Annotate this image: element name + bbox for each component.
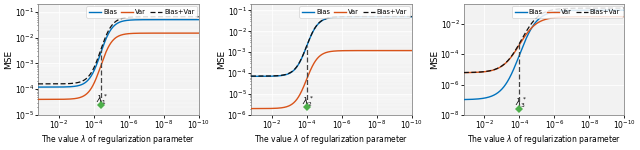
Var: [468, 72, 476, 73]
Bias: [325, 17, 333, 19]
Bias: [460, 99, 468, 100]
Bias: [195, 19, 202, 21]
Text: $\lambda_1^*$: $\lambda_1^*$: [96, 92, 108, 107]
Line: Var: Var: [38, 33, 198, 99]
Legend: Bias, Var, Bias+Var: Bias, Var, Bias+Var: [86, 6, 197, 18]
Var: [255, 108, 263, 109]
Var: [403, 50, 411, 51]
Var: [190, 32, 198, 34]
Legend: Bias, Var, Bias+Var: Bias, Var, Bias+Var: [512, 6, 623, 18]
Line: Var: Var: [464, 17, 625, 73]
Line: Bias+Var: Bias+Var: [38, 17, 198, 84]
Bias+Var: [538, 13, 546, 15]
Bias+Var: [42, 83, 50, 85]
Bias+Var: [621, 7, 628, 9]
Bias: [108, 27, 116, 29]
Bias: [616, 9, 623, 11]
Bias: [190, 19, 198, 21]
Bias+Var: [325, 17, 333, 19]
Bias+Var: [616, 7, 623, 9]
Bias+Var: [195, 16, 202, 18]
Var: [325, 51, 333, 53]
Text: $\lambda_2^*$: $\lambda_2^*$: [302, 94, 314, 109]
Bias+Var: [586, 7, 594, 9]
Var: [161, 32, 168, 34]
Bias: [255, 75, 263, 77]
Bias: [321, 18, 328, 20]
Bias: [190, 19, 198, 21]
Bias+Var: [468, 72, 476, 73]
Bias: [403, 16, 411, 18]
Bias: [408, 16, 415, 18]
Bias+Var: [460, 72, 468, 74]
Text: $\lambda_3^*$: $\lambda_3^*$: [515, 95, 527, 110]
Line: Bias: Bias: [464, 10, 625, 100]
Legend: Bias, Var, Bias+Var: Bias, Var, Bias+Var: [300, 6, 410, 18]
Bias: [374, 16, 381, 18]
Line: Bias: Bias: [251, 17, 412, 76]
Var: [321, 52, 328, 54]
Bias+Var: [255, 75, 263, 77]
Y-axis label: MSE: MSE: [4, 50, 13, 69]
Var: [108, 41, 116, 42]
Var: [534, 22, 541, 24]
Bias: [34, 86, 42, 88]
Bias: [616, 9, 623, 11]
Bias: [468, 98, 476, 100]
Var: [586, 16, 594, 18]
Bias+Var: [374, 16, 381, 17]
Y-axis label: MSE: MSE: [217, 50, 226, 69]
Bias+Var: [190, 16, 198, 18]
Bias: [538, 16, 546, 17]
Var: [616, 16, 623, 18]
Line: Bias+Var: Bias+Var: [464, 8, 625, 73]
Var: [42, 98, 50, 100]
Y-axis label: MSE: MSE: [430, 50, 439, 69]
X-axis label: The value $\lambda$ of regularization parameter: The value $\lambda$ of regularization pa…: [254, 133, 408, 146]
Bias: [247, 75, 255, 77]
Var: [374, 50, 381, 51]
Bias+Var: [403, 16, 411, 17]
Bias+Var: [616, 7, 623, 9]
Bias: [621, 9, 628, 11]
Bias+Var: [247, 75, 255, 77]
Bias+Var: [112, 20, 120, 22]
Line: Var: Var: [251, 51, 412, 109]
Var: [403, 50, 411, 51]
Bias+Var: [34, 83, 42, 85]
Bias+Var: [403, 16, 411, 17]
Var: [616, 16, 623, 18]
X-axis label: The value $\lambda$ of regularization parameter: The value $\lambda$ of regularization pa…: [467, 133, 621, 146]
Bias: [161, 19, 168, 21]
Bias: [112, 23, 120, 25]
Bias+Var: [408, 16, 415, 17]
Bias+Var: [534, 16, 541, 18]
Bias+Var: [161, 16, 168, 18]
Bias: [586, 9, 594, 11]
Line: Bias: Bias: [38, 20, 198, 87]
Line: Bias+Var: Bias+Var: [251, 16, 412, 76]
Bias: [534, 19, 541, 21]
Var: [247, 108, 255, 109]
Bias: [403, 16, 411, 18]
Var: [195, 32, 202, 34]
Var: [112, 37, 120, 38]
Bias+Var: [108, 24, 116, 26]
X-axis label: The value $\lambda$ of regularization parameter: The value $\lambda$ of regularization pa…: [41, 133, 195, 146]
Var: [621, 16, 628, 18]
Var: [408, 50, 415, 51]
Var: [538, 20, 546, 22]
Bias: [42, 86, 50, 88]
Var: [190, 32, 198, 34]
Bias+Var: [190, 16, 198, 18]
Var: [34, 99, 42, 100]
Var: [460, 72, 468, 74]
Bias+Var: [321, 18, 328, 20]
